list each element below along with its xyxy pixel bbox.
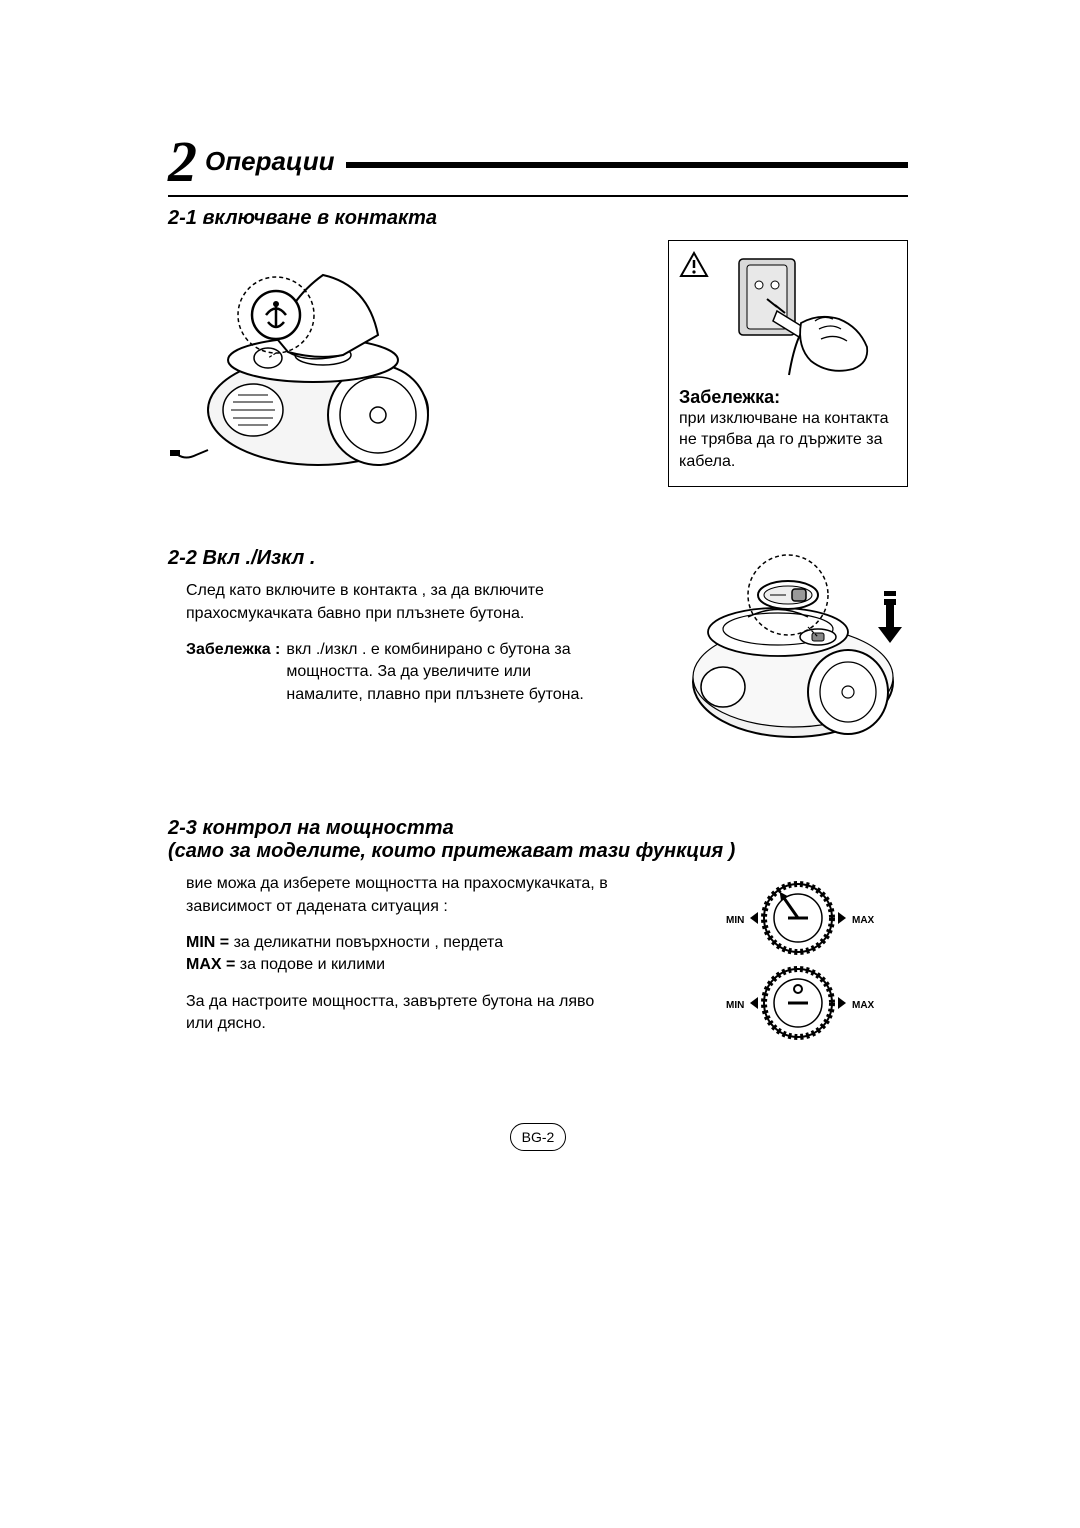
header-rule-thin (168, 195, 908, 197)
max-text: за подове и килими (235, 956, 385, 973)
min-text: за деликатни повърхности , пердета (229, 934, 503, 951)
note-heading: Забележка: (679, 387, 897, 408)
dial2-max-label: MAX (852, 1000, 875, 1011)
chapter-header: 2 Операции (168, 128, 908, 195)
note-box-unplug: Забележка: при изключване на контакта не… (668, 240, 908, 488)
page-content: 2 Операции 2-1 включване в контакта (168, 128, 908, 1151)
section-2-3-title-line2: (само за моделите, които притежават тази… (168, 840, 908, 863)
section-2-1-row: Забележка: при изключване на контакта не… (168, 240, 908, 488)
section-2-3: 2-3 контрол на мощността (само за модели… (168, 817, 908, 1053)
dial1-max-label: MAX (852, 915, 875, 926)
illustration-vacuum-button (668, 547, 908, 757)
section-2-2-note: Забележка : вкл ./изкл . е комбинирано с… (168, 639, 588, 706)
header-rule-thick (346, 162, 908, 168)
section-2-3-title-line1: 2-3 контрол на мощността (168, 817, 908, 840)
chapter-title: Операции (205, 146, 334, 177)
section-2-1-title: 2-1 включване в контакта (168, 207, 908, 230)
section-2-3-title: 2-3 контрол на мощността (само за модели… (168, 817, 908, 863)
max-label: MAX = (186, 956, 235, 973)
section-2-3-body1: вие можа да изберете мощността на прахос… (186, 873, 618, 918)
section-2-2-row: 2-2 Вкл ./Изкл . След като включите в ко… (168, 547, 908, 757)
note-inline-text: вкл ./изкл . е комбинирано с бутона за м… (286, 639, 588, 706)
warning-icon (679, 251, 709, 284)
note-text: при изключване на контакта не трябва да … (679, 408, 897, 473)
chapter-number: 2 (168, 128, 197, 195)
dial1-min-label: MIN (726, 915, 744, 926)
illustration-power-dials: MIN MAX MIN MAX (688, 863, 908, 1053)
illustration-vacuum-foot (168, 240, 458, 480)
section-2-3-body2: За да настроите мощността, завъртете бут… (186, 991, 618, 1036)
min-label: MIN = (186, 934, 229, 951)
page-number-wrap: BG-2 (168, 1123, 908, 1151)
illustration-unplug-hand (719, 251, 889, 381)
page-number: BG-2 (510, 1123, 566, 1151)
note-label: Забележка : (186, 639, 280, 706)
min-line: MIN = за деликатни повърхности , пердета (186, 932, 618, 954)
max-line: MAX = за подове и килими (186, 954, 618, 976)
dial2-min-label: MIN (726, 1000, 744, 1011)
section-2-2-title: 2-2 Вкл ./Изкл . (168, 547, 588, 570)
section-2-2-body: След като включите в контакта , за да вк… (168, 580, 588, 625)
